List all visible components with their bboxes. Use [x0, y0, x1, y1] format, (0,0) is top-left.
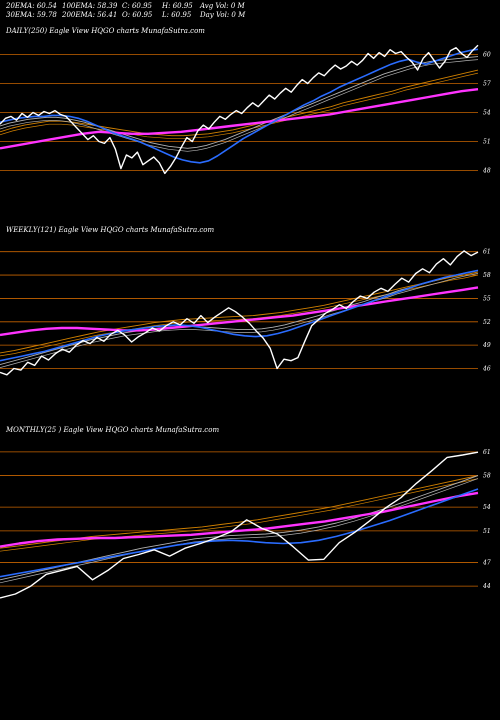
- weekly-ytick-label: 52: [483, 319, 491, 326]
- weekly-ema-200-line: [0, 286, 479, 337]
- daily-ema-long-line: [0, 69, 479, 137]
- daily-ema-mid-band-line: [0, 59, 479, 152]
- weekly-ytick-label: 55: [483, 295, 491, 302]
- daily-ema-200-line: [0, 88, 479, 150]
- weekly-ema-mid-band-line: [0, 273, 479, 368]
- header-close: C: 60.95: [122, 2, 152, 10]
- weekly-ytick-label: 58: [483, 272, 491, 279]
- daily-ytick-label: 51: [483, 139, 491, 146]
- daily-price-line: [0, 44, 479, 175]
- weekly-price-line: [0, 250, 479, 376]
- daily-ytick-label: 48: [482, 168, 491, 175]
- header-ema100: 100EMA: 58.39: [62, 2, 118, 10]
- daily-panel-title: DAILY(250) Eagle View HQGO charts Munafa…: [6, 27, 205, 35]
- daily-chart: 60 57 54 51 48: [0, 44, 491, 175]
- weekly-ema-short-line: [0, 269, 479, 362]
- weekly-chart: 61 58 55 52 49 46: [0, 249, 491, 376]
- header-low: L: 60.95: [162, 11, 192, 19]
- monthly-ytick-label: 51: [483, 528, 491, 535]
- monthly-panel-title: MONTHLY(25 ) Eagle View HQGO charts Muna…: [6, 426, 220, 434]
- header-ema20: 20EMA: 60.54: [6, 2, 57, 10]
- header-high: H: 60.95: [162, 2, 193, 10]
- monthly-ytick-label: 44: [482, 583, 491, 590]
- daily-ytick-label: 54: [483, 110, 491, 117]
- weekly-ema-long-line: [0, 271, 479, 354]
- monthly-price-line: [0, 451, 479, 599]
- header-open: O: 60.95: [122, 11, 153, 19]
- monthly-ema-long-line: [0, 475, 479, 549]
- monthly-ema-200-line: [0, 491, 479, 548]
- monthly-chart: 61 58 54 51 47 44: [0, 449, 491, 599]
- weekly-panel-title: WEEKLY(121) Eagle View HQGO charts Munaf…: [6, 226, 215, 234]
- daily-ema-mid-line: [0, 56, 479, 149]
- monthly-ytick-label: 58: [483, 473, 491, 480]
- header-avg-vol: Avg Vol: 0 M: [200, 2, 245, 10]
- monthly-ytick-label: 54: [483, 504, 491, 511]
- daily-ytick-label: 57: [483, 81, 491, 88]
- weekly-ytick-label: 61: [483, 249, 491, 256]
- monthly-ytick-label: 61: [483, 449, 491, 456]
- header-ema200: 200EMA: 56.41: [62, 11, 118, 19]
- monthly-ema-short-line: [0, 488, 479, 578]
- daily-ema-long-band-line: [0, 72, 479, 140]
- header-ema30: 30EMA: 59.78: [6, 11, 57, 19]
- header-day-vol: Day Vol: 0 M: [200, 11, 246, 19]
- monthly-ytick-label: 47: [482, 559, 491, 566]
- weekly-ytick-label: 49: [482, 342, 491, 349]
- daily-ytick-label: 60: [483, 52, 491, 59]
- daily-ema-short-line: [0, 48, 479, 164]
- weekly-ytick-label: 46: [482, 366, 491, 373]
- monthly-ema-mid-band-line: [0, 478, 479, 584]
- ema-header: 20EMA: 60.54 100EMA: 58.39 C: 60.95 H: 6…: [0, 0, 500, 20]
